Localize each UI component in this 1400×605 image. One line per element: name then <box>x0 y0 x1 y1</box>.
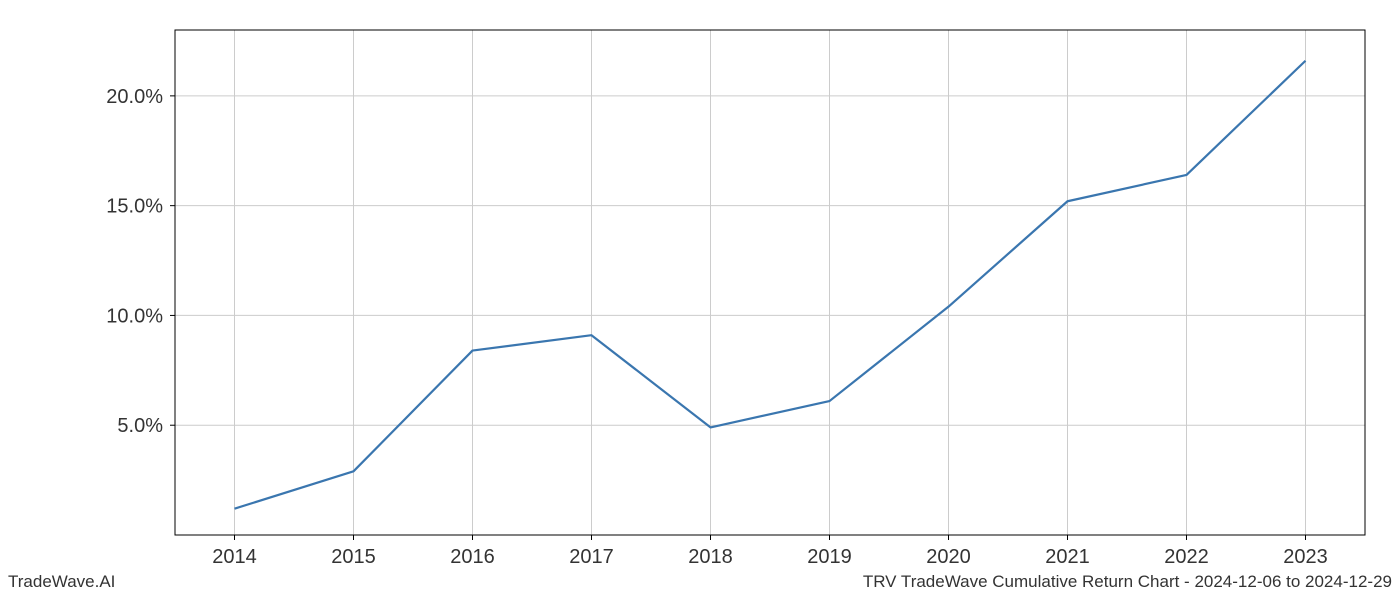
chart-container: 2014 2015 2016 2017 2018 2019 2020 2021 2022 2023… <box>0 0 1400 600</box>
svg-text:10.0%: 10.0% <box>106 305 163 327</box>
svg-text:2015: 2015 <box>331 546 376 568</box>
svg-text:2014: 2014 <box>212 546 257 568</box>
footer-brand: TradeWave.AI <box>8 572 115 592</box>
svg-text:2023: 2023 <box>1283 546 1328 568</box>
svg-text:2019: 2019 <box>807 546 852 568</box>
svg-text:2017: 2017 <box>569 546 614 568</box>
svg-text:2016: 2016 <box>450 546 495 568</box>
svg-text:2022: 2022 <box>1164 546 1209 568</box>
svg-text:5.0%: 5.0% <box>117 415 163 437</box>
svg-text:2020: 2020 <box>926 546 971 568</box>
svg-text:2021: 2021 <box>1045 546 1090 568</box>
svg-text:20.0%: 20.0% <box>106 86 163 108</box>
svg-text:15.0%: 15.0% <box>106 196 163 218</box>
svg-text:2018: 2018 <box>688 546 733 568</box>
footer-title: TRV TradeWave Cumulative Return Chart - … <box>863 572 1392 592</box>
line-chart: 2014 2015 2016 2017 2018 2019 2020 2021 2022 2023… <box>0 0 1400 600</box>
